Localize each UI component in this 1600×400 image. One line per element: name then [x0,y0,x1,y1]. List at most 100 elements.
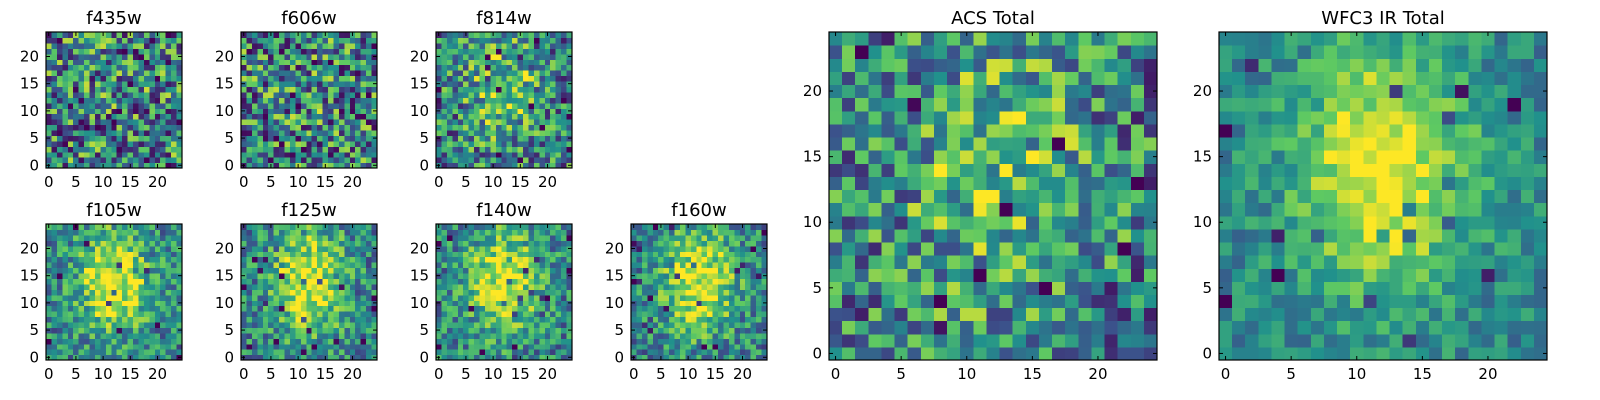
heatmap-cell [51,59,58,66]
heatmap-cell [355,262,362,269]
heatmap-cell [322,338,329,345]
heatmap-cell [1065,163,1079,177]
heatmap-cell [495,316,502,323]
heatmap-cell [550,229,557,236]
heatmap-cell [143,48,150,55]
heatmap-cell [517,48,524,55]
heatmap-cell [441,124,448,131]
heatmap-cell [143,229,150,236]
heatmap-cell [257,37,264,44]
heatmap-cell [127,311,134,318]
heatmap-cell [517,245,524,252]
heatmap-cell [484,64,491,71]
heatmap-cell [246,332,253,339]
heatmap-cell [262,224,269,231]
heatmap-cell [718,316,725,323]
heatmap-cell [268,102,275,109]
heatmap-cell [317,327,324,334]
heatmap-cell [517,70,524,77]
heatmap-cell [176,234,183,241]
heatmap-cell [116,311,123,318]
heatmap-cell [452,294,459,301]
heatmap-cell [728,283,735,290]
heatmap-cell [138,151,145,158]
heatmap-cell [468,321,475,328]
heatmap-cell [986,333,1001,348]
heatmap-cell [143,42,150,49]
heatmap-cell [51,338,58,345]
heatmap-cell [506,338,513,345]
heatmap-cell [355,289,362,296]
heatmap-cell [712,262,719,269]
heatmap-cell [284,97,291,104]
heatmap-cell [273,113,280,120]
heatmap-cell [446,59,453,66]
heatmap-cell [533,91,540,98]
heatmap-cell [685,251,692,258]
heatmap-cell [528,224,535,231]
heatmap-cell [490,262,497,269]
heatmap-cell [517,262,524,269]
heatmap-cell [279,262,286,269]
heatmap-cell [251,157,258,164]
heatmap-cell [105,289,112,296]
heatmap-cell [89,224,96,231]
heatmap-cell [745,240,752,247]
heatmap-cell [122,251,129,258]
heatmap-cell [528,102,535,109]
heatmap-cell [947,320,961,335]
heatmap-cell [295,86,302,93]
y-tick-label: 15 [410,267,429,285]
y-tick-label: 10 [410,294,429,312]
heatmap-cell [160,278,167,285]
heatmap-cell [62,129,69,136]
heatmap-cell [122,294,129,301]
heatmap-cell [933,176,948,191]
heatmap-cell [289,256,296,263]
heatmap-cell [67,140,74,147]
heatmap-cell [62,91,69,98]
heatmap-cell [756,267,763,274]
heatmap-cell [105,245,112,252]
heatmap-cell [100,91,107,98]
heatmap-cell [1091,346,1106,361]
heatmap-cell [894,176,909,191]
heatmap-cell [739,240,746,247]
heatmap-cell [300,256,307,263]
heatmap-cell [138,234,145,241]
heatmap-cell [111,262,118,269]
heatmap-cell [360,294,367,301]
heatmap-cell [517,113,524,120]
heatmap-cell [728,300,735,307]
heatmap-cell [300,102,307,109]
panel-title: f435w [86,8,141,29]
heatmap-cell [100,300,107,307]
heatmap-cell [371,124,378,131]
heatmap-cell [116,278,123,285]
heatmap-cell [663,267,670,274]
heatmap-cell [446,267,453,274]
heatmap-cell [479,75,486,82]
heatmap-cell [707,240,714,247]
heatmap-cell [67,32,74,39]
heatmap-cell [344,157,351,164]
heatmap-cell [999,307,1014,322]
heatmap-cell [652,272,659,279]
heatmap-cell [490,108,497,115]
heatmap-cell [300,70,307,77]
heatmap-cell [56,151,63,158]
heatmap-cell [300,283,307,290]
heatmap-cell [51,294,58,301]
heatmap-cell [160,289,167,296]
heatmap-cell [1117,228,1132,243]
heatmap-cell [490,294,497,301]
heatmap-cell [143,311,150,318]
heatmap-cell [306,294,313,301]
heatmap-cell [78,86,85,93]
heatmap-cell [484,80,491,87]
heatmap-cell [701,229,708,236]
heatmap-cell [495,300,502,307]
heatmap-cell [1143,189,1158,204]
heatmap-cell [457,53,464,60]
heatmap-cell [533,283,540,290]
